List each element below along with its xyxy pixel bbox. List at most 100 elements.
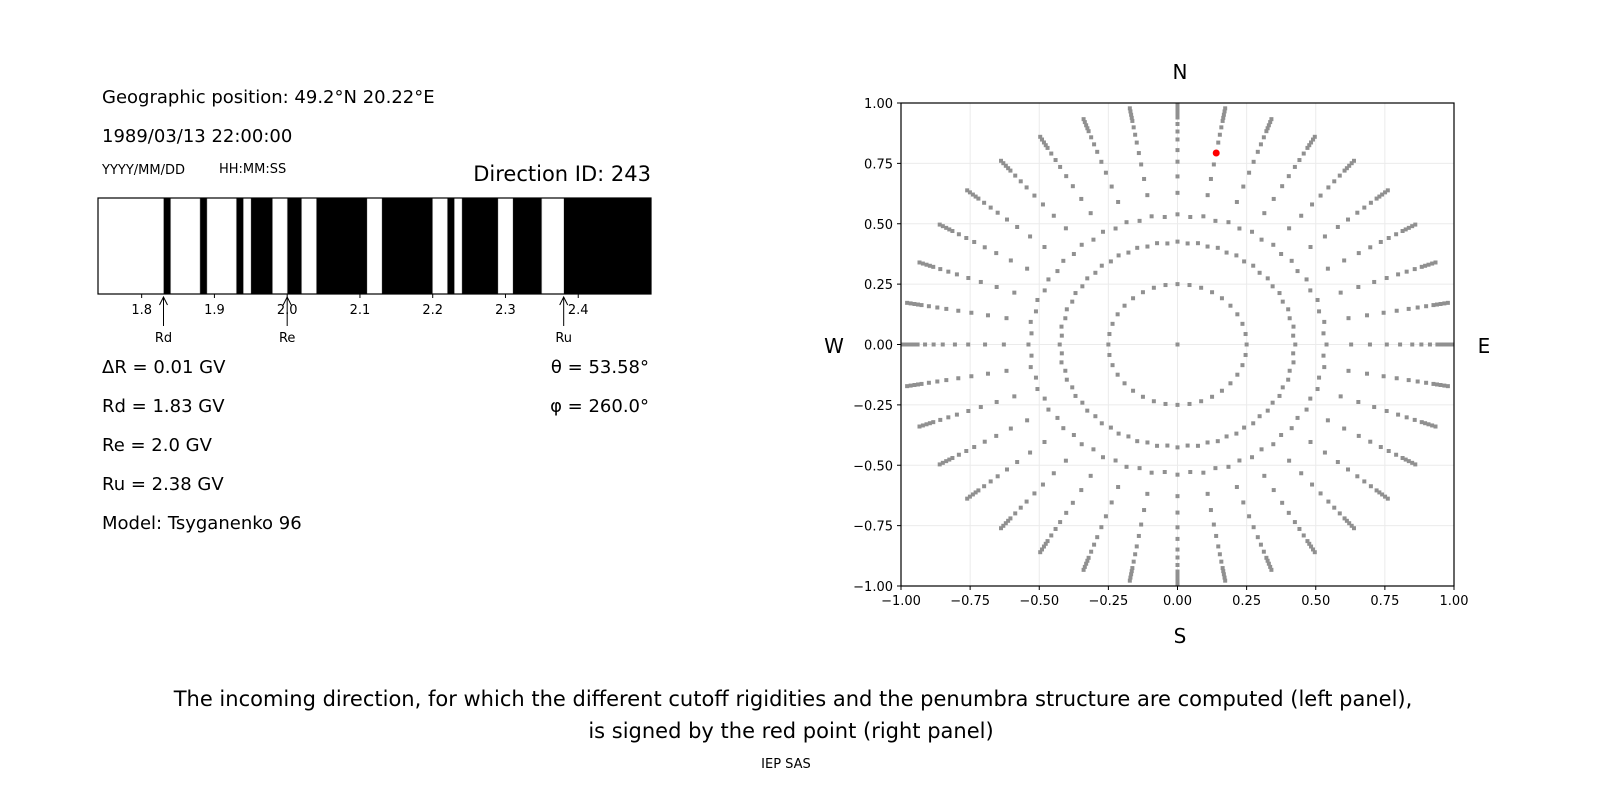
grid-point [1175, 109, 1180, 114]
grid-point [920, 423, 925, 428]
grid-point [908, 301, 913, 306]
y-tick-label: 0.25 [864, 278, 893, 293]
grid-point [937, 462, 942, 467]
grid-point [976, 488, 981, 493]
grid-point [1235, 372, 1240, 377]
grid-point [1110, 321, 1115, 326]
grid-point [1396, 272, 1401, 277]
grid-point [1015, 224, 1020, 229]
grid-point [1175, 174, 1180, 179]
grid-point [1394, 308, 1399, 313]
grid-point [1442, 342, 1447, 347]
y-tick-label: 0.75 [864, 157, 893, 172]
grid-point [1383, 190, 1388, 195]
grid-point [1053, 158, 1058, 163]
grid-point [1332, 179, 1337, 184]
grid-point [1322, 319, 1327, 324]
grid-point [988, 205, 993, 210]
grid-point [1215, 245, 1220, 250]
datetime: 1989/03/13 22:00:00 [102, 126, 292, 147]
grid-point [1133, 552, 1138, 557]
grid-point [1001, 523, 1006, 528]
grid-point [1045, 539, 1050, 544]
grid-point [1406, 459, 1411, 464]
grid-point [1342, 168, 1347, 173]
grid-point [1270, 284, 1275, 289]
grid-point [1003, 163, 1008, 168]
grid-point [917, 424, 922, 429]
grid-point [1380, 192, 1385, 197]
grid-point [1071, 251, 1076, 256]
grid-point [1435, 382, 1440, 387]
grid-point [937, 222, 942, 227]
grid-point [1041, 140, 1046, 145]
grid-point [904, 342, 909, 347]
grid-point [1262, 473, 1267, 478]
grid-point [1419, 264, 1424, 269]
grid-point [1271, 196, 1276, 201]
grid-point [954, 412, 959, 417]
grid-point [1175, 122, 1180, 127]
grid-point [1384, 276, 1389, 281]
grid-point [1305, 539, 1310, 544]
grid-point [905, 384, 910, 389]
grid-point [1289, 426, 1294, 431]
grid-point [924, 422, 929, 427]
grid-point [1234, 253, 1239, 258]
grid-point [1269, 567, 1274, 572]
grid-point [1383, 494, 1388, 499]
grid-point [1244, 342, 1249, 347]
grid-point [1187, 283, 1192, 288]
grid-point [1317, 309, 1322, 314]
allowed-band [541, 197, 564, 295]
grid-point [1220, 118, 1225, 123]
grid-point [1006, 166, 1011, 171]
grid-point [900, 342, 905, 347]
grid-point [1135, 439, 1140, 444]
grid-point [1362, 479, 1367, 484]
grid-point [1338, 290, 1343, 295]
grid-point [1085, 558, 1090, 563]
grid-point [1214, 533, 1219, 538]
grid-point [985, 313, 990, 318]
grid-point [1127, 578, 1132, 583]
grid-point [983, 342, 988, 347]
grid-point [965, 496, 970, 501]
grid-point [1026, 342, 1031, 347]
grid-point [1315, 387, 1320, 392]
grid-point [1413, 462, 1418, 467]
grid-point [1255, 535, 1260, 540]
grid-point [1142, 176, 1147, 181]
bar-tick-label: 2.2 [422, 303, 443, 318]
grid-point [1116, 431, 1121, 436]
grid-point [1235, 312, 1240, 317]
grid-point [1322, 234, 1327, 239]
grid-point [944, 459, 949, 464]
grid-point [1004, 467, 1009, 472]
grid-point [1439, 342, 1444, 347]
time-format-label: HH:MM:SS [219, 162, 286, 177]
grid-point [1001, 342, 1006, 347]
grid-point [938, 417, 943, 422]
grid-point [1137, 466, 1142, 471]
grid-point [912, 301, 917, 306]
grid-point [1326, 185, 1331, 190]
grid-point [1310, 547, 1315, 552]
re-value: Re = 2.0 GV [102, 435, 213, 456]
grid-point [1187, 401, 1192, 406]
grid-point [1175, 472, 1180, 477]
grid-point [1055, 415, 1060, 420]
grid-point [1205, 193, 1210, 198]
grid-point [1286, 307, 1291, 312]
grid-point [1155, 443, 1160, 448]
grid-point [954, 272, 959, 277]
grid-point [1410, 224, 1415, 229]
compass-east: E [1478, 334, 1491, 358]
compass-south: S [1174, 624, 1187, 648]
grid-point [1301, 151, 1306, 156]
delta-r: ΔR = 0.01 GV [102, 357, 226, 378]
grid-point [1381, 374, 1386, 379]
grid-point [1038, 550, 1043, 555]
grid-point [1222, 575, 1227, 580]
grid-point [1349, 342, 1354, 347]
